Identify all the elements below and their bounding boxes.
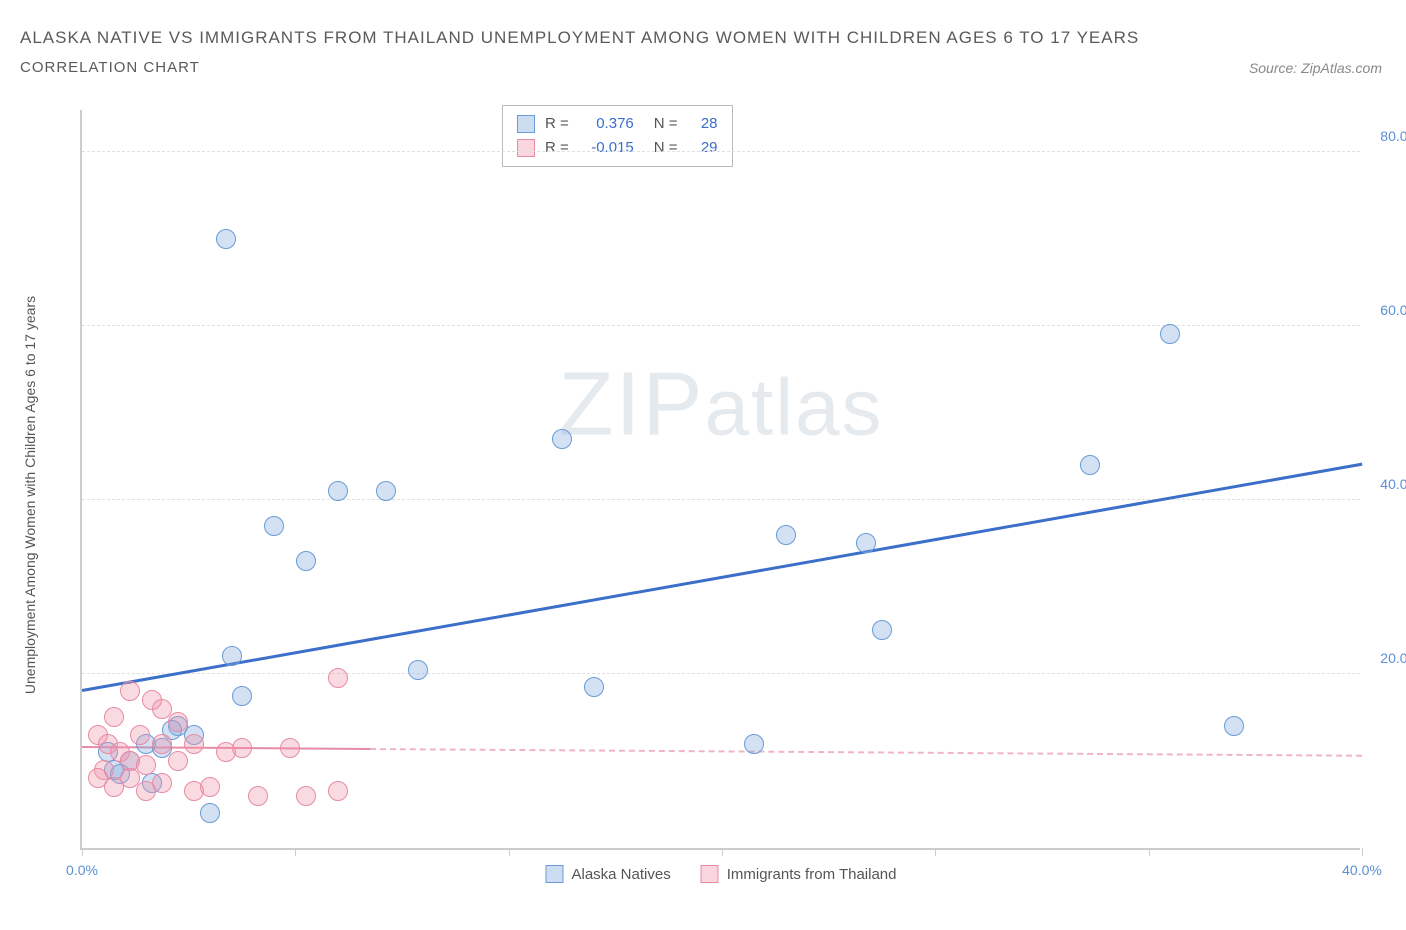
data-point (328, 481, 348, 501)
y-tick-label: 60.0% (1380, 302, 1406, 318)
x-tick-label: 40.0% (1342, 862, 1382, 878)
stats-r-label: R = (545, 136, 569, 160)
data-point (152, 734, 172, 754)
stats-n-value: 28 (688, 112, 718, 136)
data-point (1160, 324, 1180, 344)
data-point (328, 668, 348, 688)
data-point (168, 712, 188, 732)
data-point (584, 677, 604, 697)
chart-subtitle: CORRELATION CHART (20, 59, 1386, 76)
bottom-legend: Alaska Natives Immigrants from Thailand (545, 865, 896, 883)
chart-container: Unemployment Among Women with Children A… (50, 110, 1380, 880)
data-point (296, 786, 316, 806)
y-tick-label: 40.0% (1380, 476, 1406, 492)
watermark-zip: ZIP (559, 355, 705, 455)
chart-header: ALASKA NATIVE VS IMMIGRANTS FROM THAILAN… (0, 0, 1406, 86)
stats-n-label: N = (654, 112, 678, 136)
x-tick-label: 0.0% (66, 862, 98, 878)
legend-swatch-icon (517, 115, 535, 133)
stats-r-value: -0.015 (579, 136, 634, 160)
data-point (222, 646, 242, 666)
data-point (232, 686, 252, 706)
legend-swatch-icon (545, 865, 563, 883)
data-point (264, 516, 284, 536)
data-point (120, 681, 140, 701)
legend-swatch-icon (517, 139, 535, 157)
data-point (136, 781, 156, 801)
data-point (1080, 455, 1100, 475)
stats-n-label: N = (654, 136, 678, 160)
data-point (184, 781, 204, 801)
gridline-h (82, 151, 1360, 152)
x-tick (1149, 848, 1150, 856)
watermark: ZIPatlas (559, 354, 884, 457)
x-tick (722, 848, 723, 856)
data-point (130, 725, 150, 745)
stats-r-label: R = (545, 112, 569, 136)
stats-row: R = -0.015 N = 29 (517, 136, 718, 160)
trend-line (82, 462, 1362, 691)
chart-title: ALASKA NATIVE VS IMMIGRANTS FROM THAILAN… (20, 24, 1386, 51)
legend-swatch-icon (701, 865, 719, 883)
x-tick (295, 848, 296, 856)
watermark-atlas: atlas (705, 363, 884, 452)
data-point (104, 707, 124, 727)
plot-area: ZIPatlas R =0.376N =28R =-0.015N =29 Ala… (80, 110, 1360, 850)
data-point (104, 777, 124, 797)
data-point (168, 751, 188, 771)
data-point (856, 533, 876, 553)
x-tick (509, 848, 510, 856)
data-point (1224, 716, 1244, 736)
data-point (216, 229, 236, 249)
data-point (248, 786, 268, 806)
data-point (216, 742, 236, 762)
data-point (872, 620, 892, 640)
data-point (552, 429, 572, 449)
data-point (280, 738, 300, 758)
legend-label: Alaska Natives (571, 866, 670, 883)
stats-row: R = 0.376 N = 28 (517, 112, 718, 136)
legend-label: Immigrants from Thailand (727, 866, 897, 883)
x-tick (1362, 848, 1363, 856)
data-point (136, 755, 156, 775)
x-tick (935, 848, 936, 856)
data-point (184, 734, 204, 754)
legend-item: Alaska Natives (545, 865, 670, 883)
data-point (408, 660, 428, 680)
x-tick (82, 848, 83, 856)
stats-r-value: 0.376 (579, 112, 634, 136)
y-axis-label: Unemployment Among Women with Children A… (22, 296, 38, 694)
data-point (776, 525, 796, 545)
gridline-h (82, 673, 1360, 674)
y-tick-label: 80.0% (1380, 128, 1406, 144)
trend-line (370, 748, 1362, 757)
y-tick-label: 20.0% (1380, 650, 1406, 666)
source-attribution: Source: ZipAtlas.com (1249, 60, 1382, 76)
data-point (200, 803, 220, 823)
stats-box: R = 0.376 N = 28 R = -0.015 N = 29 (502, 105, 733, 167)
data-point (296, 551, 316, 571)
data-point (328, 781, 348, 801)
legend-item: Immigrants from Thailand (701, 865, 897, 883)
data-point (744, 734, 764, 754)
data-point (376, 481, 396, 501)
stats-n-value: 29 (688, 136, 718, 160)
